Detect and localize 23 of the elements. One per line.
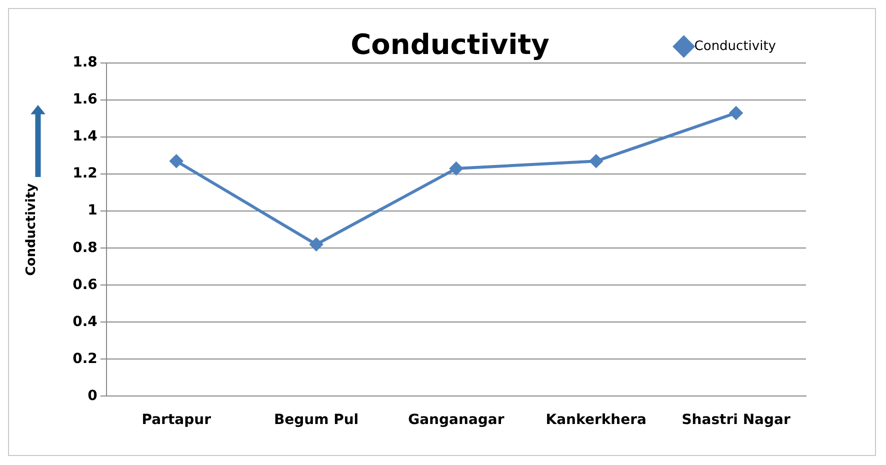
- x-tick-label: Shastri Nagar: [682, 412, 790, 428]
- y-tick-label: 0.4: [72, 314, 98, 330]
- y-tick-label: 0.6: [72, 276, 98, 293]
- y-tick-label: 0.2: [72, 350, 98, 367]
- point: [590, 154, 603, 168]
- x-tick-label: Begum Pul: [274, 412, 359, 428]
- y-tick-label: 0: [88, 388, 98, 404]
- y-axis-title: Conductivity: [24, 182, 40, 276]
- y-tick-label: 0.8: [72, 240, 98, 256]
- y-tick-label: 1.2: [72, 166, 98, 182]
- y-tick-label: 1: [88, 202, 98, 219]
- y-tick-label: 1.4: [72, 128, 98, 145]
- y-tick-label: 1.8: [72, 54, 98, 71]
- point: [170, 154, 183, 168]
- point: [730, 106, 743, 120]
- x-tick-label: Kankerkhera: [546, 412, 646, 428]
- point: [310, 238, 323, 251]
- chart-title: Conductivity: [350, 28, 550, 61]
- x-tick-label: Partapur: [142, 412, 212, 428]
- legend-label: Conductivity: [694, 38, 776, 54]
- y-tick-label: 1.6: [72, 92, 98, 108]
- point: [450, 162, 463, 176]
- x-tick-label: Ganganagar: [408, 412, 504, 428]
